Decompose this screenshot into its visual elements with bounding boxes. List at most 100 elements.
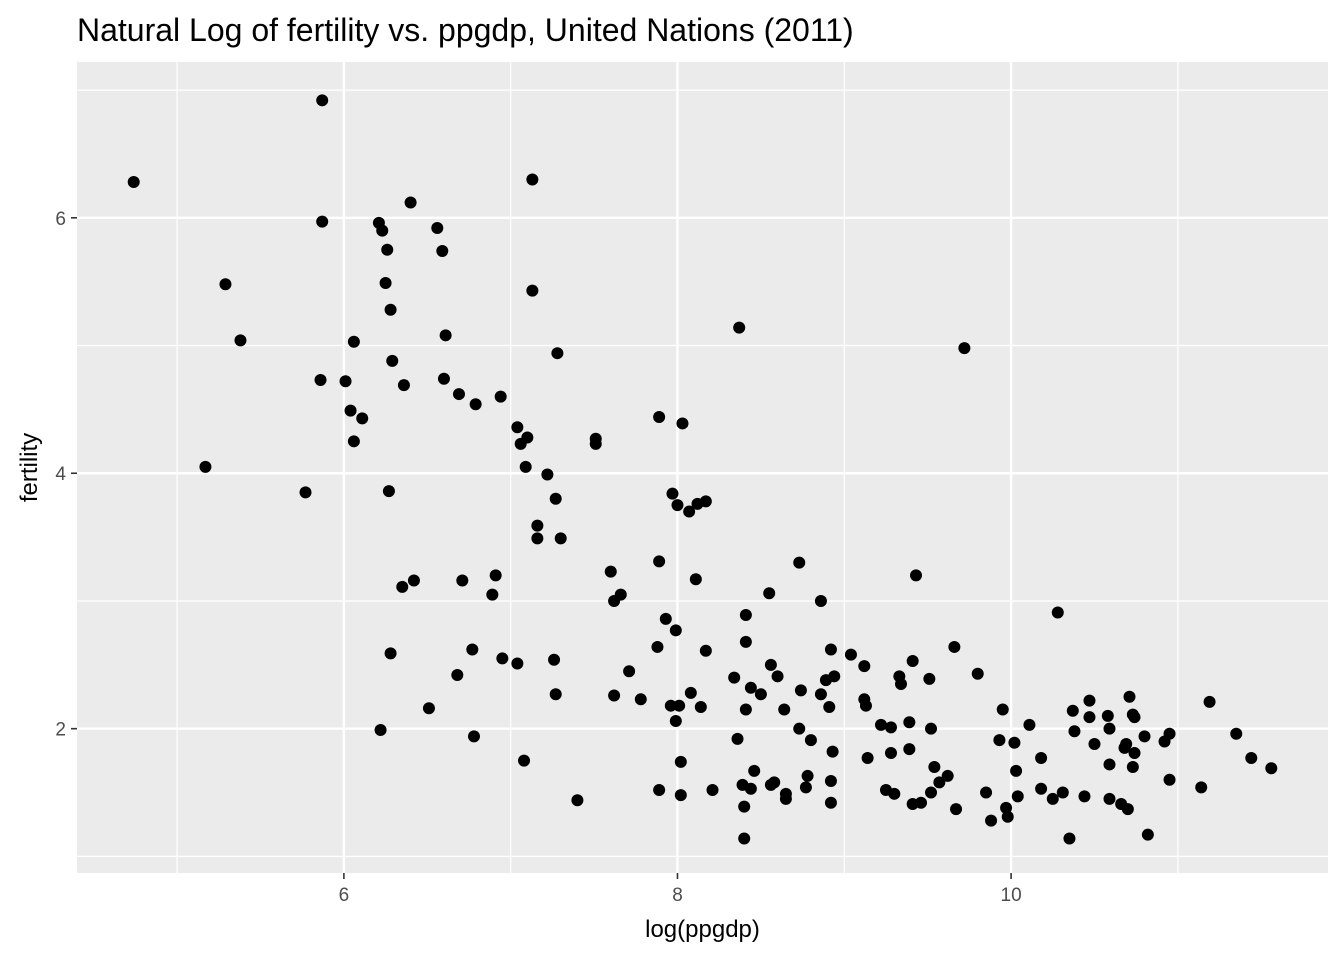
data-point (664, 699, 677, 712)
data-point (511, 657, 524, 670)
data-point (666, 487, 679, 500)
data-point (1245, 752, 1258, 765)
data-point (906, 654, 919, 667)
data-point (1203, 695, 1216, 708)
data-point (1023, 718, 1036, 731)
x-tick-label: 8 (672, 885, 683, 906)
data-point (928, 760, 941, 773)
data-point (768, 776, 781, 789)
data-point (985, 814, 998, 827)
data-point (1078, 790, 1091, 803)
data-point (923, 672, 936, 685)
data-point (858, 660, 871, 673)
data-point (731, 732, 744, 745)
data-point (1103, 758, 1116, 771)
data-point (1265, 762, 1278, 775)
data-point (634, 693, 647, 706)
data-point (1046, 792, 1059, 805)
data-point (219, 278, 232, 291)
data-point (996, 703, 1009, 716)
data-point (1083, 694, 1096, 707)
data-point (884, 746, 897, 759)
data-point (669, 715, 682, 728)
data-point (651, 640, 664, 653)
data-point (993, 734, 1006, 747)
data-point (941, 769, 954, 782)
data-point (958, 342, 971, 355)
data-point (521, 431, 534, 444)
data-point (699, 495, 712, 508)
data-point (384, 303, 397, 316)
data-point (496, 652, 509, 665)
x-tick-label: 6 (339, 885, 350, 906)
y-tick-label: 4 (55, 464, 66, 485)
data-point (950, 803, 963, 816)
data-point (467, 730, 480, 743)
data-point (1128, 711, 1141, 724)
data-point (386, 354, 399, 367)
data-point (1008, 736, 1021, 749)
data-point (793, 722, 806, 735)
data-point (614, 588, 627, 601)
axis-ticks: 6 8 10 2 4 6 (55, 209, 1021, 906)
data-point (888, 787, 901, 800)
x-axis-title: log(ppgdp) (645, 916, 760, 943)
data-point (344, 404, 357, 417)
data-point (1121, 803, 1134, 816)
data-point (339, 375, 352, 388)
data-point (1000, 801, 1013, 814)
data-point (738, 800, 751, 813)
data-point (653, 783, 666, 796)
data-point (376, 224, 389, 237)
data-point (199, 460, 212, 473)
data-point (1103, 792, 1116, 805)
data-point (1163, 727, 1176, 740)
data-point (659, 612, 672, 625)
data-point (551, 347, 564, 360)
data-point (469, 398, 482, 411)
data-point (794, 684, 807, 697)
data-point (763, 587, 776, 600)
data-point (397, 379, 410, 392)
data-point (316, 94, 329, 107)
data-point (519, 460, 532, 473)
data-point (1066, 704, 1079, 717)
data-point (738, 832, 751, 845)
data-point (511, 421, 524, 434)
data-point (548, 653, 561, 666)
major-gridlines (77, 62, 1328, 873)
minor-gridlines (77, 62, 1328, 873)
data-point (1068, 725, 1081, 738)
data-point (828, 670, 841, 683)
data-point (771, 670, 784, 683)
data-point (347, 335, 360, 348)
data-point (669, 624, 682, 637)
x-tick-label: 10 (1001, 885, 1022, 906)
data-point (549, 492, 562, 505)
data-point (299, 486, 312, 499)
data-point (381, 243, 394, 256)
data-point (910, 569, 923, 582)
data-point (1126, 760, 1139, 773)
data-point (744, 681, 757, 694)
data-point (684, 686, 697, 699)
data-point (814, 688, 827, 701)
data-point (793, 556, 806, 569)
data-point (407, 574, 420, 587)
data-point (451, 669, 464, 682)
data-point (814, 594, 827, 607)
data-point (748, 764, 761, 777)
data-point (754, 688, 767, 701)
y-tick-label: 6 (55, 209, 66, 230)
data-point (316, 215, 329, 228)
data-point (674, 755, 687, 768)
data-point (494, 390, 507, 403)
data-point (894, 677, 907, 690)
data-point (1001, 810, 1014, 823)
data-point (1101, 709, 1114, 722)
data-point (489, 569, 502, 582)
data-point (779, 792, 792, 805)
data-point (739, 703, 752, 716)
data-point (1163, 773, 1176, 786)
data-point (431, 222, 444, 235)
